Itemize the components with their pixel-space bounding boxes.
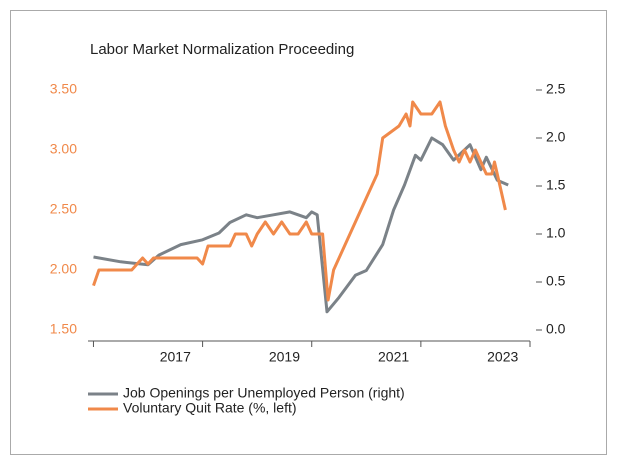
- series-line: [92, 100, 507, 302]
- y-tick-label: 3.50: [50, 81, 77, 97]
- legend-label: Voluntary Quit Rate (%, left): [123, 400, 297, 416]
- y2-tick-label: 0.0: [546, 321, 566, 337]
- y2-tick-label: 0.5: [546, 273, 566, 289]
- y2-tick-label: 2.5: [546, 81, 566, 97]
- x-tick-label: 2019: [269, 349, 300, 365]
- x-tick-label: 2017: [160, 349, 191, 365]
- chart-border: [10, 10, 607, 455]
- x-tick-label: 2021: [378, 349, 409, 365]
- y2-tick-label: 2.0: [546, 129, 566, 145]
- y-tick-label: 3.00: [50, 141, 77, 157]
- series-line: [93, 136, 509, 314]
- x-tick-label: 2023: [487, 349, 518, 365]
- y-tick-label: 2.50: [50, 201, 77, 217]
- chart-title: Labor Market Normalization Proceeding: [90, 41, 354, 58]
- legend-label: Job Openings per Unemployed Person (righ…: [123, 385, 405, 401]
- y-tick-label: 1.50: [50, 321, 77, 337]
- y2-tick-label: 1.0: [546, 225, 566, 241]
- y-tick-label: 2.00: [50, 261, 77, 277]
- y2-tick-label: 1.5: [546, 177, 566, 193]
